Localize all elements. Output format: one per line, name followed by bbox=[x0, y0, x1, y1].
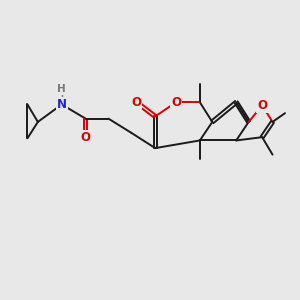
Text: N: N bbox=[57, 98, 67, 111]
Text: O: O bbox=[257, 99, 267, 112]
Text: O: O bbox=[131, 96, 142, 109]
Text: O: O bbox=[81, 131, 91, 144]
Text: O: O bbox=[171, 96, 181, 109]
Text: H: H bbox=[57, 84, 66, 94]
